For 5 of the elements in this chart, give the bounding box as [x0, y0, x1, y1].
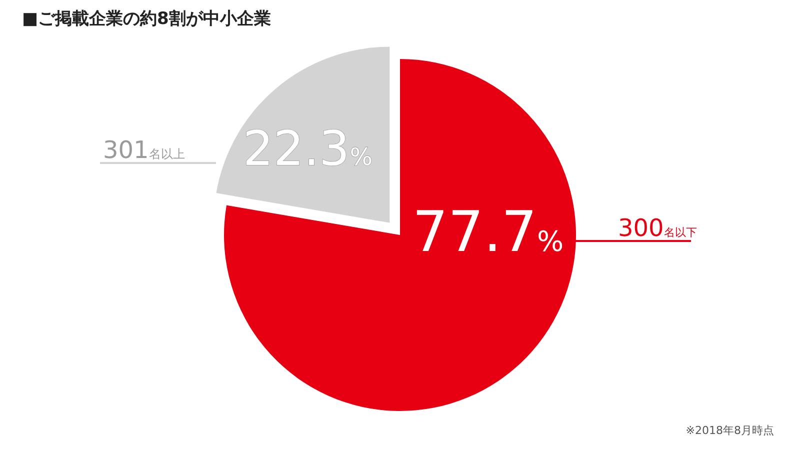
data-label: 77.7%	[412, 200, 564, 265]
text: ※2018年8月時点	[686, 424, 774, 437]
slice-label: 301名以上	[103, 136, 185, 164]
chart-title: ■ご掲載企業の約8割が中小企業	[22, 9, 271, 29]
slice-label: 300名以下	[618, 214, 697, 242]
